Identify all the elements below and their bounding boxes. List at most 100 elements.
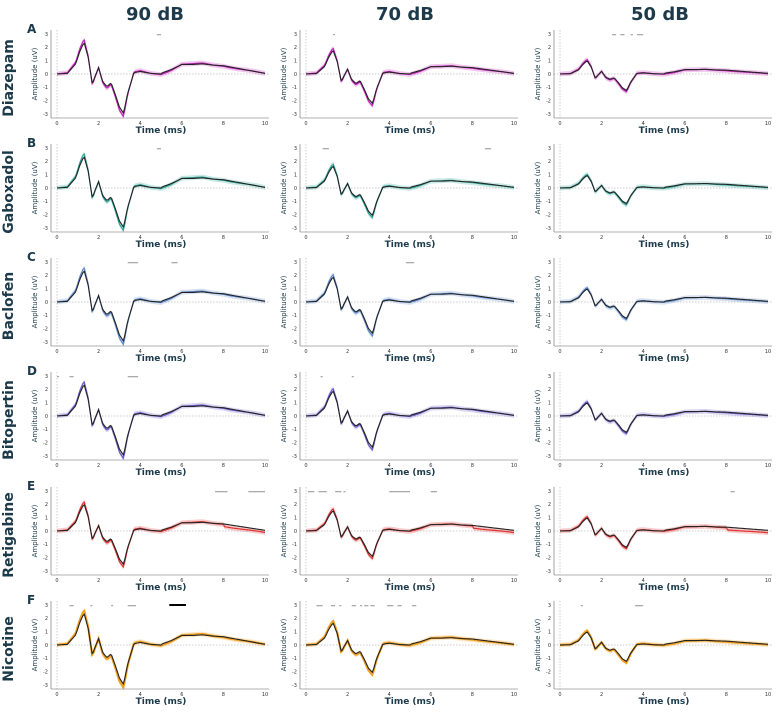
y-tick-label: -3	[292, 454, 297, 460]
y-tick-label: -1	[43, 199, 48, 205]
row-label-nicotine: Nicotine	[1, 616, 17, 681]
x-tick-label: 6	[429, 692, 432, 698]
significance-bar	[308, 491, 315, 493]
x-axis-label: Time (ms)	[385, 354, 436, 364]
y-tick-label: -2	[546, 555, 551, 561]
x-tick-label: 10	[262, 463, 268, 469]
x-tick-label: 0	[558, 349, 561, 355]
y-tick-label: 3	[548, 603, 551, 609]
y-axis-label: Amplitude (uV)	[31, 161, 39, 214]
x-tick-label: 10	[765, 235, 771, 241]
x-tick-label: 8	[222, 463, 225, 469]
y-tick-label: -2	[292, 98, 297, 104]
x-axis-label: Time (ms)	[385, 240, 436, 250]
significance-bar	[360, 605, 363, 607]
y-tick-label: 1	[548, 515, 551, 521]
y-tick-label: 2	[294, 159, 297, 165]
x-tick-label: 6	[683, 578, 686, 584]
baseline-waveform	[305, 390, 515, 449]
y-axis-label: Amplitude (uV)	[280, 504, 288, 557]
significance-bar	[387, 605, 394, 607]
y-tick-label: -2	[546, 98, 551, 104]
x-tick-label: 8	[725, 692, 728, 698]
x-tick-label: 0	[55, 463, 58, 469]
x-tick-label: 2	[97, 121, 100, 127]
y-axis-label: Amplitude (uV)	[280, 275, 288, 328]
x-tick-label: 2	[97, 349, 100, 355]
y-tick-label: 2	[548, 616, 551, 622]
significance-bar	[248, 491, 265, 493]
x-tick-label: 4	[139, 692, 142, 698]
x-tick-label: 2	[97, 578, 100, 584]
x-tick-label: 8	[222, 235, 225, 241]
x-tick-label: 10	[765, 692, 771, 698]
significance-bar	[330, 605, 336, 607]
drug-waveform	[305, 163, 515, 219]
x-axis-label: Time (ms)	[136, 697, 187, 707]
y-tick-label: -3	[292, 569, 297, 575]
y-tick-label: -1	[292, 542, 297, 548]
x-tick-label: 4	[388, 578, 391, 584]
y-tick-label: 2	[548, 387, 551, 393]
baseline-waveform	[56, 503, 266, 566]
significance-bar	[612, 34, 617, 36]
y-tick-label: -1	[292, 313, 297, 319]
x-axis-label: Time (ms)	[639, 126, 690, 136]
x-tick-label: 8	[222, 349, 225, 355]
drug-waveform	[56, 38, 266, 118]
y-tick-label: 1	[548, 58, 551, 64]
y-tick-label: -2	[43, 98, 48, 104]
y-tick-label: 2	[294, 616, 297, 622]
y-tick-label: 3	[548, 374, 551, 380]
x-tick-label: 6	[683, 349, 686, 355]
x-tick-label: 0	[304, 463, 307, 469]
baseline-waveform	[559, 60, 769, 92]
y-tick-label: -2	[43, 326, 48, 332]
baseline-waveform	[305, 50, 515, 105]
y-tick-label: 1	[45, 58, 48, 64]
y-tick-label: -1	[292, 199, 297, 205]
significance-bar	[634, 605, 644, 607]
y-tick-label: 3	[45, 260, 48, 266]
x-tick-label: 8	[725, 349, 728, 355]
y-axis-label: Amplitude (uV)	[31, 389, 39, 442]
x-tick-label: 2	[346, 578, 349, 584]
y-tick-label: 0	[294, 186, 297, 192]
baseline-waveform	[305, 622, 515, 674]
baseline-waveform	[559, 402, 769, 434]
y-tick-label: 2	[548, 159, 551, 165]
y-tick-label: 3	[294, 374, 297, 380]
x-tick-label: 6	[683, 121, 686, 127]
drug-sem-band	[306, 161, 514, 220]
significance-bar	[111, 605, 114, 607]
significance-bar	[339, 605, 342, 607]
y-tick-label: 2	[294, 387, 297, 393]
drug-waveform	[305, 387, 515, 452]
x-tick-label: 2	[600, 692, 603, 698]
x-tick-label: 6	[683, 235, 686, 241]
y-axis-label: Amplitude (uV)	[280, 47, 288, 100]
y-tick-label: 0	[548, 72, 551, 78]
x-tick-label: 10	[765, 349, 771, 355]
x-axis-label: Time (ms)	[136, 468, 187, 478]
y-tick-label: 0	[548, 186, 551, 192]
significance-bar	[412, 605, 417, 607]
y-tick-label: 0	[548, 300, 551, 306]
y-tick-label: 1	[294, 58, 297, 64]
x-tick-label: 2	[600, 235, 603, 241]
significance-bar	[335, 491, 342, 493]
y-axis-label: Amplitude (uV)	[534, 504, 542, 557]
y-tick-label: 2	[45, 387, 48, 393]
x-tick-label: 2	[346, 121, 349, 127]
y-tick-label: 1	[548, 286, 551, 292]
drug-sem-band	[306, 618, 514, 677]
x-tick-label: 10	[511, 349, 517, 355]
drug-sem-band	[57, 608, 265, 690]
panel-letter: F	[27, 593, 35, 607]
x-tick-label: 8	[222, 121, 225, 127]
x-tick-label: 6	[683, 692, 686, 698]
